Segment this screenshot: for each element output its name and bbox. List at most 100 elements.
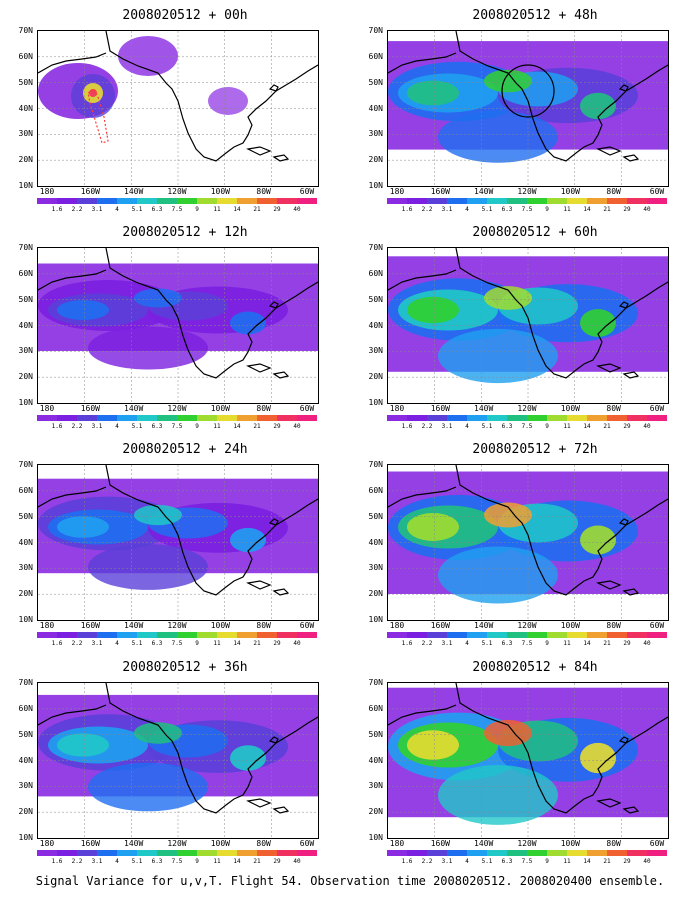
colorbar-swatch [447, 850, 467, 856]
lon-tick-label: 60W [299, 187, 315, 196]
coastline [388, 31, 668, 162]
colorbar-swatch [157, 415, 177, 421]
annotation [501, 64, 555, 118]
lon-tick-label: 160W [80, 404, 100, 413]
colorbar-label: 3.1 [91, 858, 103, 865]
colorbar-swatch [547, 632, 567, 638]
lon-tick-label: 120W [167, 839, 187, 848]
colorbar-label: 9 [545, 640, 549, 647]
colorbar-label: 6.3 [501, 640, 513, 647]
lon-tick-label: 120W [517, 187, 537, 196]
colorbar-swatch [117, 850, 137, 856]
colorbar-swatch [77, 415, 97, 421]
lon-tick-label: 60W [299, 839, 315, 848]
colorbar-swatch [567, 632, 587, 638]
lon-tick-label: 180 [39, 839, 55, 848]
lon-tick-label: 80W [256, 839, 271, 848]
colorbar-swatch [587, 198, 607, 204]
colorbar-swatch [427, 415, 447, 421]
colorbar-swatch [567, 415, 587, 421]
colorbar-swatch [197, 850, 217, 856]
lon-tick-label: 80W [606, 187, 621, 196]
lat-tick-label: 30N [18, 563, 33, 573]
colorbar-label: 21 [253, 423, 261, 430]
colorbar-swatch [257, 415, 277, 421]
lat-tick-label: 30N [368, 563, 383, 573]
colorbar-swatch [97, 198, 117, 204]
panel-title: 2008020512 + 00h [122, 8, 248, 23]
lon-tick-label: 80W [256, 621, 271, 630]
colorbar-swatch [567, 198, 587, 204]
colorbar-swatch [257, 850, 277, 856]
map-panel: 2008020512 + 72h 70N 60N 50N 40N 30N 20N 10N 180… [369, 442, 685, 647]
colorbar-swatch [607, 632, 627, 638]
colorbar-swatch [157, 198, 177, 204]
lat-tick-label: 70N [18, 243, 33, 252]
colorbar-label: 3.1 [441, 858, 453, 865]
colorbar-swatch [507, 850, 527, 856]
signal-variance-map [38, 465, 318, 620]
colorbar-label: 11 [563, 206, 571, 213]
gridlines [388, 31, 668, 186]
lat-tick-label: 50N [368, 77, 383, 87]
colorbar-label: 40 [293, 640, 301, 647]
colorbar-label: 40 [643, 640, 651, 647]
colorbar-swatch [607, 850, 627, 856]
colorbar-label: 6.3 [151, 423, 163, 430]
colorbar-label: 40 [643, 858, 651, 865]
lat-tick-label: 60N [368, 51, 383, 61]
lat-tick-label: 40N [18, 755, 33, 765]
colorbar-swatch [97, 632, 117, 638]
lon-tick-label: 140W [124, 187, 144, 196]
coastline [38, 31, 318, 162]
colorbar-swatch [117, 632, 137, 638]
colorbar-swatch [277, 850, 297, 856]
colorbar-swatch [197, 198, 217, 204]
colorbar-swatch [217, 415, 237, 421]
colorbar-swatch [297, 632, 317, 638]
colorbar-swatch [177, 198, 197, 204]
colorbar-label: 14 [583, 423, 591, 430]
colorbar-label: 3.1 [441, 640, 453, 647]
lon-tick-label: 60W [649, 621, 665, 630]
colorbar-swatch [157, 632, 177, 638]
colorbar-label: 3.1 [91, 423, 103, 430]
lat-tick-label: 70N [368, 460, 383, 469]
colorbar-label: 21 [603, 858, 611, 865]
colorbar-label: 4 [115, 423, 119, 430]
lon-tick-label: 160W [80, 621, 100, 630]
colorbar-label: 11 [213, 206, 221, 213]
lon-tick-label: 100W [210, 187, 230, 196]
lat-tick-label: 50N [18, 294, 33, 304]
map-panel: 2008020512 + 36h 70N 60N 50N 40N 30N 20N 10N 180… [19, 660, 335, 865]
coastline [388, 248, 668, 379]
gridlines [38, 248, 318, 403]
colorbar-label: 4 [115, 640, 119, 647]
colorbar-label: 2.2 [421, 423, 433, 430]
lon-tick-label: 140W [474, 621, 494, 630]
map-panel: 2008020512 + 84h 70N 60N 50N 40N 30N 20N 10N 180… [369, 660, 685, 865]
colorbar-swatch [217, 632, 237, 638]
colorbar-label: 4 [465, 206, 469, 213]
colorbar-swatch [607, 415, 627, 421]
colorbar-label: 14 [583, 858, 591, 865]
colorbar-label: 14 [233, 206, 241, 213]
colorbar-swatch [627, 198, 647, 204]
colorbar-label: 21 [253, 858, 261, 865]
lat-tick-label: 10N [368, 833, 383, 842]
colorbar-label: 29 [623, 858, 631, 865]
colorbar-label: 5.1 [131, 423, 143, 430]
colorbar-label: 6.3 [501, 858, 513, 865]
map-area [387, 247, 669, 404]
lat-tick-label: 20N [368, 372, 383, 382]
colorbar-label: 1.6 [51, 206, 63, 213]
colorbar-label: 11 [213, 640, 221, 647]
map-panel: 2008020512 + 48h 70N 60N 50N 40N 30N 20N 10N 180… [369, 8, 685, 213]
lat-tick-label: 50N [18, 729, 33, 739]
colorbar-label: 29 [273, 206, 281, 213]
lon-tick-label: 180 [39, 187, 55, 196]
gridlines [38, 465, 318, 620]
colorbar-swatch [177, 850, 197, 856]
lon-tick-label: 180 [389, 187, 405, 196]
colorbar-label: 2.2 [421, 640, 433, 647]
